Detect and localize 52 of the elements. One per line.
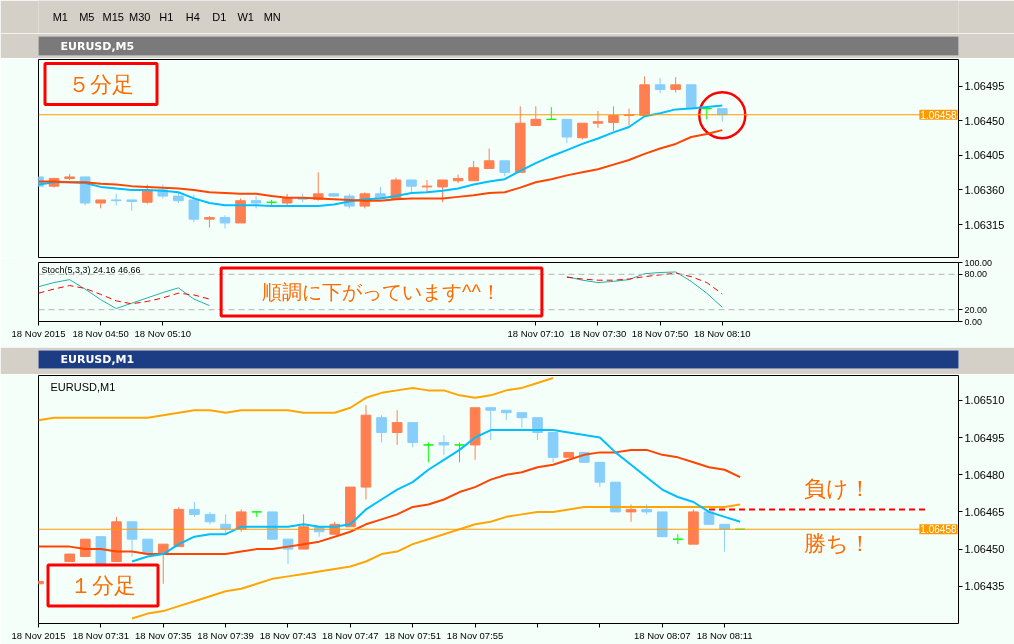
chart-title: EURUSD,M5 bbox=[60, 39, 135, 53]
y-tick-label: 100.00 bbox=[964, 257, 993, 268]
annotation: 勝ち！ bbox=[804, 531, 871, 556]
x-tick-label: 18 Nov 08:10 bbox=[694, 327, 751, 339]
text: W1 bbox=[237, 11, 254, 23]
y-tick-label: 1.06450 bbox=[964, 543, 1005, 556]
text: H4 bbox=[185, 11, 200, 23]
x-tick-label: 18 Nov 07:51 bbox=[384, 629, 441, 641]
text: EURUSD,M1 bbox=[50, 380, 116, 393]
y-tick-label: 1.06480 bbox=[964, 468, 1005, 481]
annotation: １分足 bbox=[70, 573, 136, 598]
y-tick-label: 1.06495 bbox=[964, 80, 1005, 93]
y-tick-label: 1.06510 bbox=[964, 394, 1005, 407]
y-tick-label: 1.06405 bbox=[964, 149, 1005, 162]
y-tick-label: 80.00 bbox=[964, 269, 988, 280]
x-tick-label: 18 Nov 2015 bbox=[11, 327, 66, 339]
chart-title: EURUSD,M1 bbox=[60, 353, 135, 366]
y-tick-label: 0.00 bbox=[964, 316, 983, 327]
y-tick-label: 20.00 bbox=[964, 304, 988, 315]
text: M30 bbox=[129, 11, 151, 23]
x-tick-label: 18 Nov 07:55 bbox=[446, 629, 504, 641]
y-tick-label: 1.06360 bbox=[964, 183, 1005, 196]
text: M1 bbox=[52, 11, 68, 23]
x-tick-label: 18 Nov 07:35 bbox=[134, 629, 192, 641]
x-tick-label: 18 Nov 07:10 bbox=[507, 327, 565, 339]
x-tick-label: 18 Nov 2015 bbox=[11, 629, 66, 641]
y-tick-label: 1.06465 bbox=[964, 505, 1005, 518]
x-tick-label: 18 Nov 07:50 bbox=[631, 327, 689, 339]
x-tick-label: 18 Nov 07:43 bbox=[259, 629, 317, 641]
y-tick-label: 1.06450 bbox=[964, 114, 1005, 127]
x-tick-label: 18 Nov 08:11 bbox=[696, 629, 753, 641]
text: D1 bbox=[212, 11, 227, 23]
y-tick-label: 1.06315 bbox=[964, 218, 1005, 231]
ref-line-label: 1.06458 bbox=[920, 524, 957, 536]
x-tick-label: 18 Nov 08:07 bbox=[633, 629, 691, 641]
ref-line-label: 1.06458 bbox=[920, 109, 957, 121]
text: MN bbox=[263, 11, 281, 23]
x-tick-label: 18 Nov 07:39 bbox=[197, 629, 254, 641]
y-tick-label: 1.06435 bbox=[964, 580, 1005, 593]
x-tick-label: 18 Nov 07:47 bbox=[322, 629, 379, 641]
x-tick-label: 18 Nov 05:10 bbox=[134, 327, 192, 339]
text: M15 bbox=[102, 11, 124, 23]
x-tick-label: 18 Nov 07:31 bbox=[72, 629, 130, 641]
x-tick-label: 18 Nov 07:30 bbox=[569, 327, 627, 339]
chart-title: Stoch(5,3,3) 24.16 46.66 bbox=[41, 264, 141, 275]
annotation: 負け！ bbox=[804, 476, 871, 501]
annotation: 順調に下がっています^^！ bbox=[262, 281, 501, 303]
x-tick-label: 18 Nov 04:50 bbox=[72, 327, 129, 339]
y-tick-label: 1.06495 bbox=[964, 431, 1005, 444]
text: M5 bbox=[79, 11, 95, 23]
annotation: ５分足 bbox=[68, 71, 134, 97]
text: H1 bbox=[159, 11, 174, 23]
